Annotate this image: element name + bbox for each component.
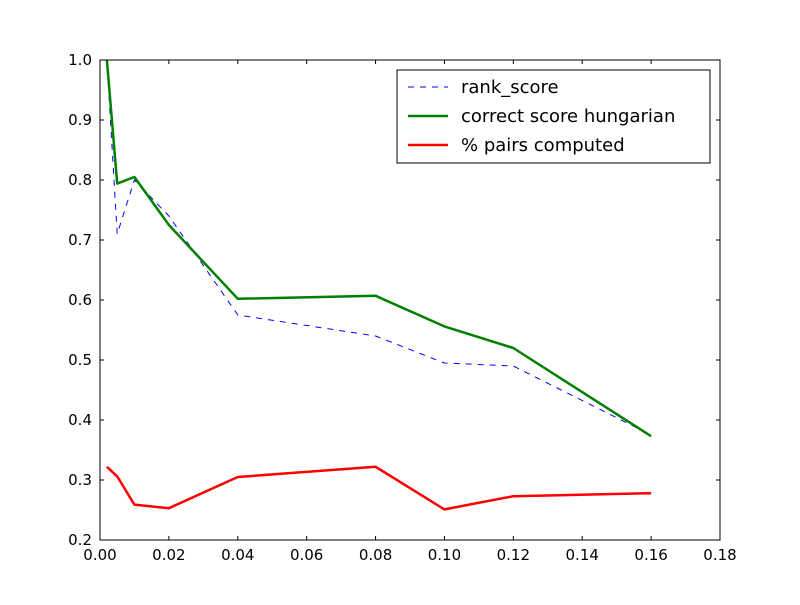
x-tick-label: 0.16 — [634, 546, 667, 564]
y-tick-label: 0.8 — [68, 171, 92, 189]
y-tick-label: 0.9 — [68, 111, 92, 129]
plot-area-frame — [99, 59, 721, 541]
y-tick-label: 0.6 — [68, 291, 92, 309]
x-tick-label: 0.08 — [359, 546, 392, 564]
series-lines — [105, 60, 652, 511]
x-tick-label: 0.06 — [290, 546, 323, 564]
y-tick-label: 0.4 — [68, 411, 92, 429]
y-tick-label: 1.0 — [68, 51, 92, 69]
series-line-2 — [106, 465, 652, 511]
y-tick-label: 0.2 — [68, 531, 92, 549]
y-tick-label: 0.7 — [68, 231, 92, 249]
series-line-1 — [105, 60, 652, 438]
x-tick-label: 0.00 — [83, 546, 116, 564]
y-tick-label: 0.5 — [68, 351, 92, 369]
axis-ticks: 0.00 0.02 0.04 0.06 0.08 0.10 0.12 0.14 0.16 0.18… — [68, 51, 737, 564]
x-tick-label: 0.10 — [428, 546, 461, 564]
x-tick-label: 0.18 — [703, 546, 736, 564]
legend-label: correct score hungarian — [461, 106, 675, 127]
legend-box — [396, 69, 711, 164]
legend-label: rank_score — [461, 77, 559, 98]
legend-label: % pairs computed — [461, 135, 625, 156]
x-tick-label: 0.12 — [497, 546, 530, 564]
y-tick-label: 0.3 — [68, 471, 92, 489]
x-tick-label: 0.02 — [152, 546, 185, 564]
x-tick-label: 0.04 — [221, 546, 254, 564]
x-tick-label: 0.14 — [566, 546, 599, 564]
series-line-0 — [106, 60, 652, 436]
